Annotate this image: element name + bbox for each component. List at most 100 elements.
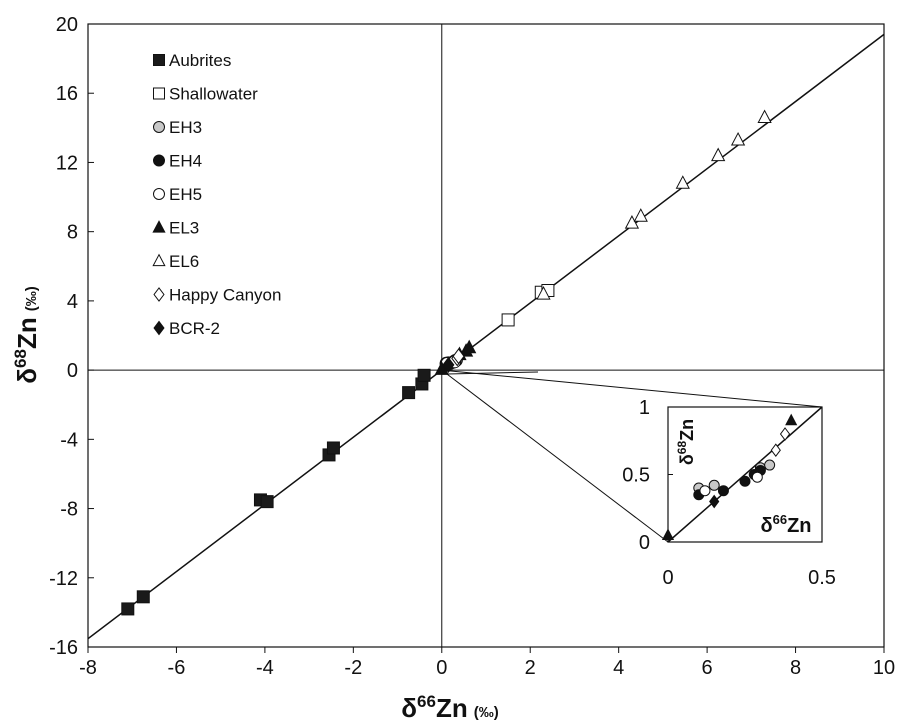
legend-item-aubrites: Aubrites [153,51,231,70]
legend-marker-eh5 [153,188,165,200]
legend-item-bcr-2: BCR-2 [153,319,220,338]
inset-point-el3 [661,528,675,540]
point-el6 [757,109,772,124]
inset-point-eh4 [739,475,751,487]
x-axis-title-unit: (‰) [474,704,499,721]
inset-point-happy-canyon [779,427,791,441]
x-tick-label: 8 [790,657,801,679]
y-axis-ticks: 20 16 12 8 4 0 -4 -8 -12 -16 [49,14,94,659]
legend-marker-el6 [152,253,166,267]
inset-point-eh3 [764,459,776,471]
y-tick-label: 0 [67,360,78,382]
legend-marker-bcr-2 [153,320,165,336]
series-aubrites [121,368,431,616]
legend-item-el6: EL6 [152,252,199,271]
x-tick-label: 2 [525,657,536,679]
zoom-line-mid [441,371,539,375]
inset-x-axis-title: δ66Zn [760,512,811,537]
x-axis-ticks: -8 -6 -4 -2 0 2 4 6 8 10 [79,647,895,679]
point-el3 [434,361,449,375]
point-el6 [624,215,640,229]
x-tick-label: -4 [256,657,274,679]
data-points [121,109,772,616]
legend-label-el3: EL3 [169,219,199,238]
x-tick-label: 0 [436,657,447,679]
inset-y-tick-label: 1 [639,397,650,419]
legend-label-shallowater: Shallowater [169,85,258,104]
point-el3 [462,339,477,354]
point-aubrites [402,386,416,400]
point-shallowater [501,313,515,327]
y-axis-title-unit: (‰) [23,286,40,311]
point-el6 [675,175,690,189]
inset-point-bcr-2 [709,494,720,509]
legend-marker-shallowater [153,87,165,100]
legend-item-eh3: EH3 [153,118,202,137]
inset-point-eh5 [699,485,711,497]
legend-label-bcr-2: BCR-2 [169,319,220,338]
x-axis-title-delta: δ [401,693,417,722]
legend-item-el3: EL3 [152,219,199,238]
inset-series-eh5 [699,471,763,497]
y-tick-label: 8 [67,222,78,244]
point-el6 [536,285,551,300]
legend-label-happy-canyon: Happy Canyon [169,286,281,305]
series-el6 [536,109,772,300]
x-tick-label: 4 [613,657,624,679]
x-tick-label: -6 [168,657,186,679]
legend-marker-aubrites [153,54,165,66]
plot-frame [87,23,885,648]
legend-label-eh3: EH3 [169,118,202,137]
inset-y-tick-label: 0.5 [622,465,650,487]
fit-line [87,33,885,640]
legend-marker-happy-canyon [153,287,165,302]
inset-x-title-delta: δ [760,515,772,537]
y-tick-label: 16 [56,83,78,105]
main-plot-area [87,23,885,648]
y-axis-title: δ68Zn (‰) [11,286,42,383]
point-aubrites [260,495,274,509]
x-tick-label: -8 [79,657,97,679]
inset-y-tick-label: 0 [639,532,650,554]
y-axis-title-sup: 68 [11,349,30,368]
x-axis-title: δ66Zn (‰) [401,692,498,722]
legend-label-eh4: EH4 [169,152,202,171]
inset-x-title-sup: 66 [773,512,787,527]
inset-series-happy-canyon [770,427,791,458]
y-axis-title-delta: δ [12,368,42,384]
legend-marker-eh3 [153,121,165,133]
legend-item-eh4: EH4 [153,152,202,171]
point-aubrites [326,441,340,455]
inset-point-el3 [785,413,798,426]
legend-item-eh5: EH5 [153,185,202,204]
inset-y-axis-title: δ68Zn [675,419,697,465]
inset-fit-line [667,406,823,543]
y-tick-label: 20 [56,14,78,36]
point-bcr-2 [442,356,455,373]
series-bcr-2 [442,356,455,373]
x-tick-label: 10 [873,657,895,679]
inset-series-eh4 [693,464,766,501]
inset-point-happy-canyon [770,443,781,458]
point-aubrites [121,602,135,616]
series-happy-canyon [451,348,465,367]
inset-y-title-delta: δ [677,454,697,465]
x-axis-title-sup: 66 [417,692,436,711]
inset-point-eh3 [708,479,720,491]
point-el6 [633,208,648,222]
inset-x-title-element: Zn [787,515,811,537]
inset-plot: 1 0.5 00 0.5 [622,397,836,589]
y-tick-label: -8 [60,499,78,521]
zoom-connector-lines [441,369,823,543]
inset-y-title-sup: 68 [675,441,689,455]
legend-marker-eh4 [153,154,165,167]
inset-x-tick-label: 0.5 [808,567,836,589]
zoom-line-top [441,369,823,408]
x-tick-label: -2 [344,657,362,679]
zoom-line-bottom [441,369,669,543]
inset-y-title-element: Zn [677,419,697,441]
y-axis-title-element: Zn [12,317,42,349]
inset-series-bcr-2 [709,494,720,509]
legend-item-shallowater: Shallowater [153,85,258,104]
